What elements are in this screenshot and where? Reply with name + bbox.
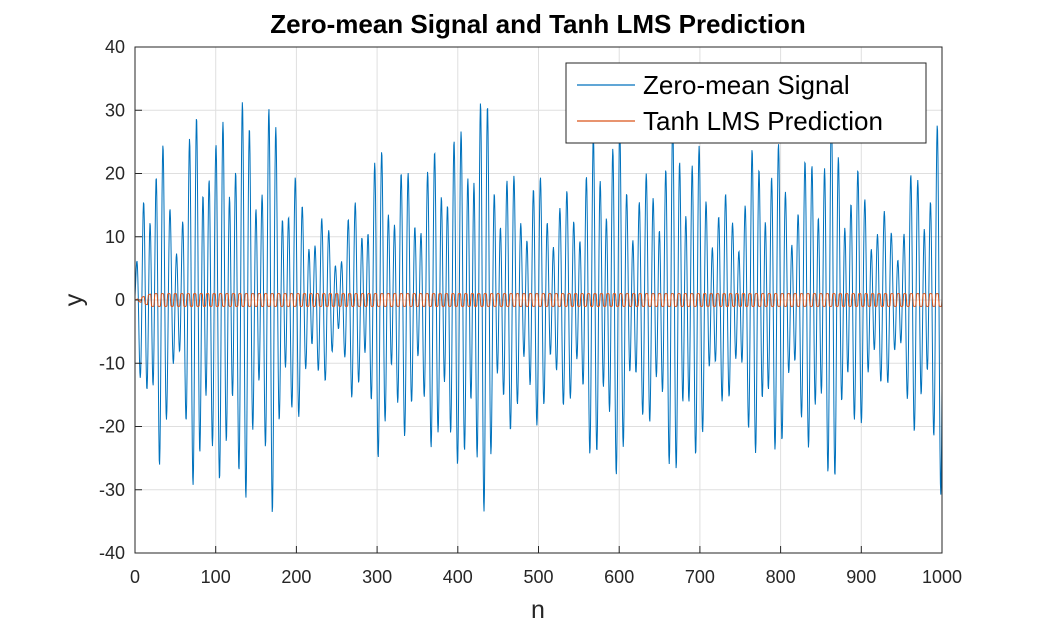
x-tick-label: 200 <box>281 567 311 587</box>
y-tick-label: -40 <box>99 543 125 563</box>
x-tick-label: 1000 <box>922 567 962 587</box>
x-tick-label: 400 <box>443 567 473 587</box>
series-line-signal <box>134 102 943 512</box>
x-tick-label: 100 <box>201 567 231 587</box>
x-tick-label: 600 <box>604 567 634 587</box>
series-line-prediction <box>134 293 943 307</box>
legend-label-prediction: Tanh LMS Prediction <box>643 106 883 136</box>
legend-label-signal: Zero-mean Signal <box>643 70 850 100</box>
series-layer <box>134 102 943 512</box>
x-tick-label: 800 <box>766 567 796 587</box>
legend-box <box>565 62 927 144</box>
x-tick-label: 700 <box>685 567 715 587</box>
y-tick-label: -30 <box>99 480 125 500</box>
legend: Zero-mean Signal Tanh LMS Prediction <box>565 62 927 144</box>
y-tick-label: 20 <box>105 164 125 184</box>
y-tick-label: 40 <box>105 37 125 57</box>
y-tick-label: 0 <box>115 290 125 310</box>
x-tick-label: 300 <box>362 567 392 587</box>
ticks: 0 100 200 300 400 500 600 700 800 900 1000-40-30-2… <box>99 37 962 587</box>
chart-title: Zero-mean Signal and Tanh LMS Prediction <box>270 9 805 39</box>
x-tick-label: 900 <box>846 567 876 587</box>
y-tick-label: 10 <box>105 227 125 247</box>
x-axis-label: n <box>531 596 545 624</box>
x-tick-label: 0 <box>130 567 140 587</box>
y-tick-label: -20 <box>99 417 125 437</box>
x-tick-label: 500 <box>523 567 553 587</box>
y-axis-label: y <box>60 293 88 306</box>
y-tick-label: -10 <box>99 353 125 373</box>
y-tick-label: 30 <box>105 100 125 120</box>
